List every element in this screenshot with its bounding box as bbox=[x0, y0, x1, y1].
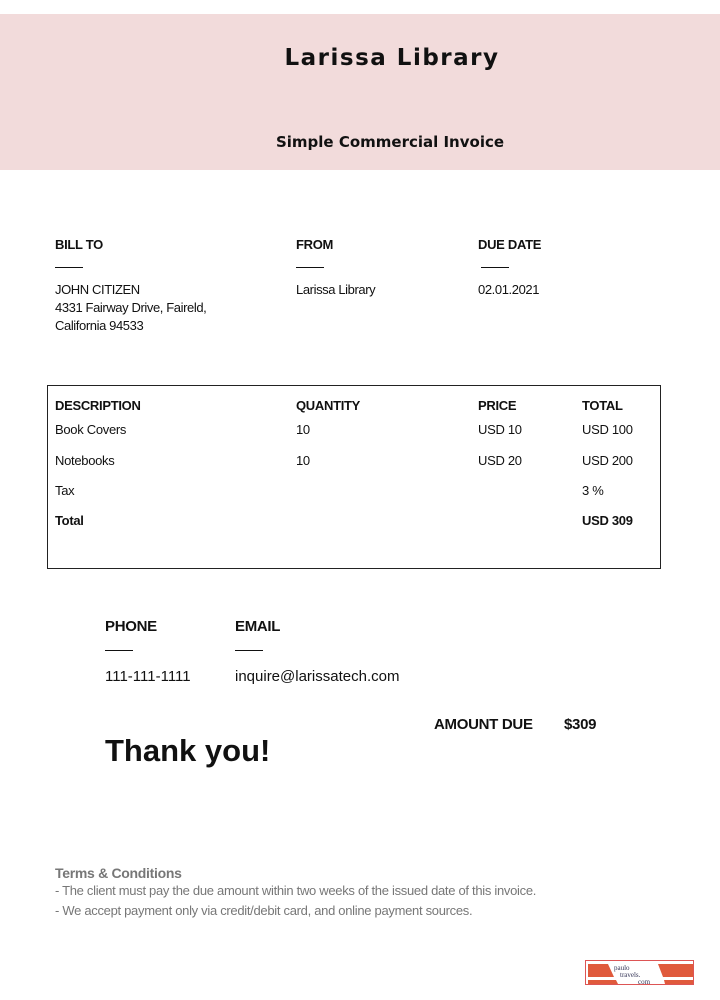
amount-due-value: $309 bbox=[564, 716, 597, 733]
row-total: USD 100 bbox=[582, 422, 633, 437]
total-value: USD 309 bbox=[582, 513, 633, 528]
svg-text:com: com bbox=[638, 978, 651, 985]
total-label: Total bbox=[55, 513, 84, 528]
due-date-label: DUE DATE bbox=[478, 237, 542, 252]
row-quantity: 10 bbox=[296, 453, 310, 468]
row-price: USD 10 bbox=[478, 422, 522, 437]
email-value: inquire@larissatech.com bbox=[235, 668, 400, 685]
amount-due-label: AMOUNT DUE bbox=[434, 716, 533, 733]
company-title: Larissa Library bbox=[284, 45, 500, 71]
from-label: FROM bbox=[296, 237, 334, 252]
bill-to-address-line2: California 94533 bbox=[55, 318, 144, 333]
header-banner bbox=[0, 14, 720, 170]
column-header-quantity: QUANTITY bbox=[296, 398, 361, 413]
phone-label: PHONE bbox=[105, 618, 157, 635]
terms-line: - The client must pay the due amount wit… bbox=[55, 883, 537, 898]
terms-title: Terms & Conditions bbox=[55, 865, 182, 881]
svg-text:travels.: travels. bbox=[620, 971, 641, 979]
column-header-description: DESCRIPTION bbox=[55, 398, 141, 413]
svg-text:paulo: paulo bbox=[614, 964, 630, 972]
row-price: USD 20 bbox=[478, 453, 522, 468]
column-header-total: TOTAL bbox=[582, 398, 623, 413]
bill-to-address-line1: 4331 Fairway Drive, Faireld, bbox=[55, 300, 207, 315]
phone-value: 111-111-1111 bbox=[105, 668, 191, 685]
row-quantity: 10 bbox=[296, 422, 310, 437]
thank-you-text: Thank you! bbox=[105, 733, 271, 768]
tax-label: Tax bbox=[55, 483, 75, 498]
bill-to-name: JOHN CITIZEN bbox=[55, 282, 140, 297]
items-table bbox=[47, 385, 661, 569]
row-total: USD 200 bbox=[582, 453, 633, 468]
divider bbox=[55, 267, 83, 268]
logo-graphic: paulo travels. com bbox=[588, 964, 693, 985]
terms-line: - We accept payment only via credit/debi… bbox=[55, 903, 473, 918]
email-label: EMAIL bbox=[235, 618, 281, 635]
divider bbox=[296, 267, 324, 268]
row-description: Book Covers bbox=[55, 422, 127, 437]
due-date-value: 02.01.2021 bbox=[478, 282, 540, 297]
bill-to-label: BILL TO bbox=[55, 237, 103, 252]
from-name: Larissa Library bbox=[296, 282, 376, 297]
column-header-price: PRICE bbox=[478, 398, 517, 413]
invoice-subtitle: Simple Commercial Invoice bbox=[275, 133, 505, 151]
divider bbox=[481, 267, 509, 268]
divider bbox=[105, 650, 133, 651]
row-description: Notebooks bbox=[55, 453, 115, 468]
divider bbox=[235, 650, 263, 651]
tax-value: 3 % bbox=[582, 483, 604, 498]
brand-logo: paulo travels. com bbox=[585, 960, 694, 985]
